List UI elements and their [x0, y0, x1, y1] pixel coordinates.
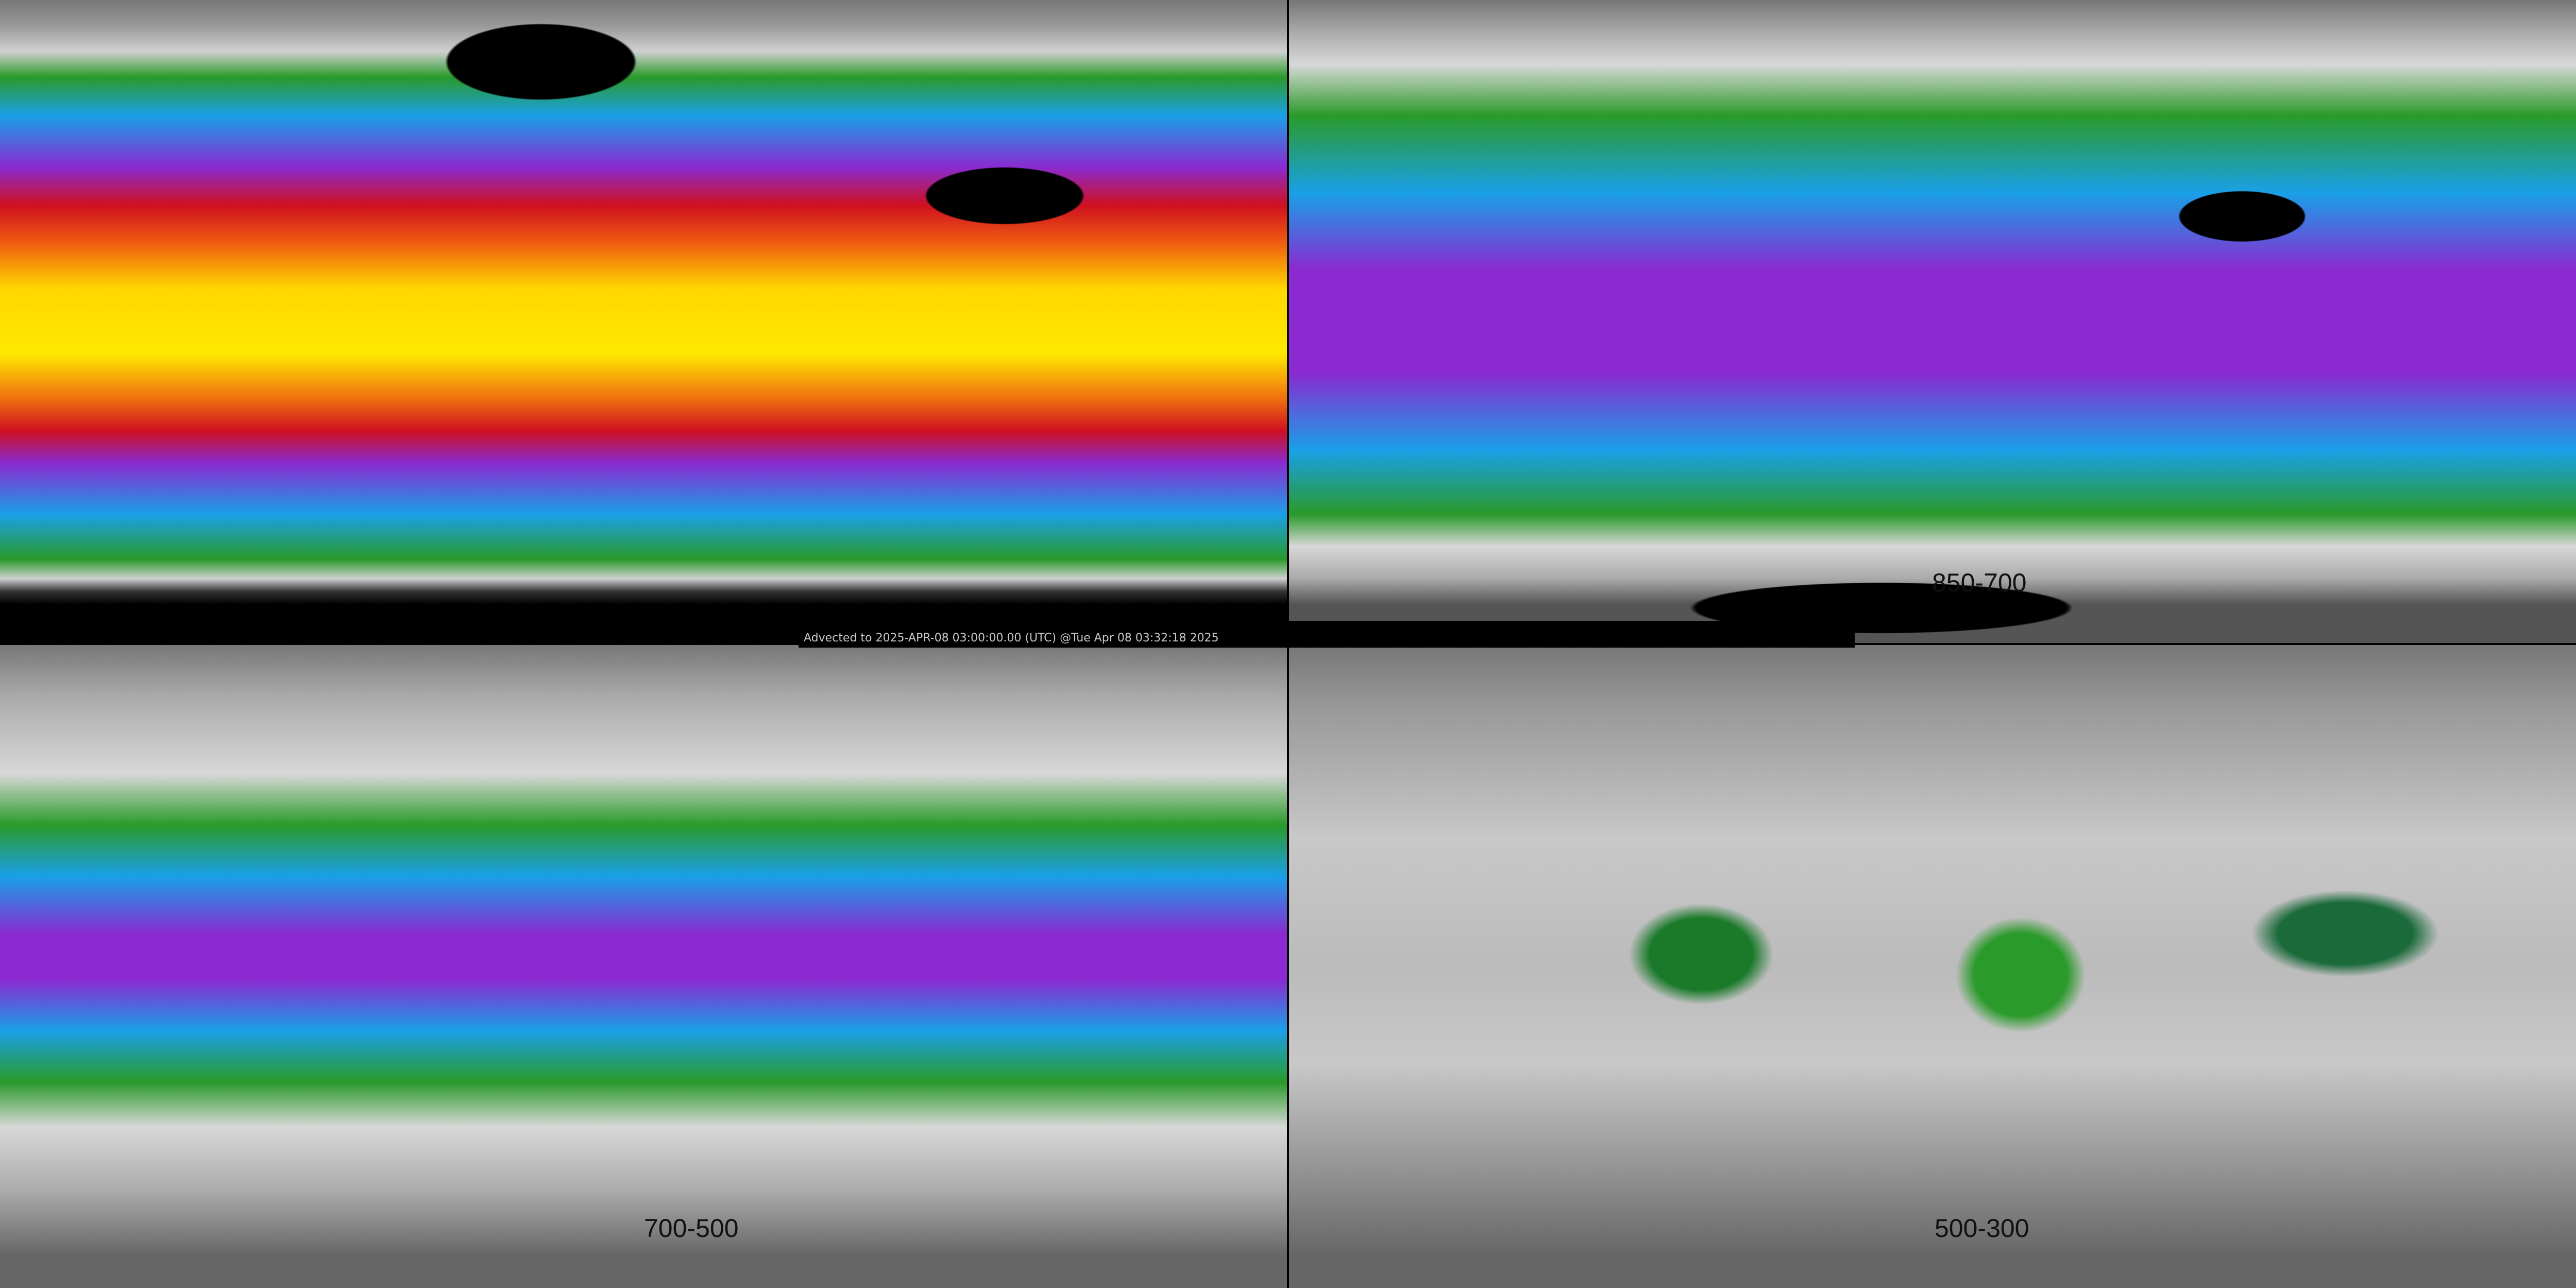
map-panel-700-500: [0, 645, 1287, 1288]
map-panel-top-left: [0, 0, 1287, 643]
caption-bar: [799, 621, 1855, 648]
layer-label-500-300: 500-300: [1935, 1214, 2029, 1243]
layer-label-700-500: 700-500: [644, 1214, 739, 1243]
map-panel-850-700: [1289, 0, 2576, 643]
layer-label-850-700: 850-700: [1932, 568, 2027, 597]
map-panel-500-300: [1289, 645, 2576, 1288]
timestamp-caption: Advected to 2025-APR-08 03:00:00.00 (UTC…: [804, 632, 1219, 645]
